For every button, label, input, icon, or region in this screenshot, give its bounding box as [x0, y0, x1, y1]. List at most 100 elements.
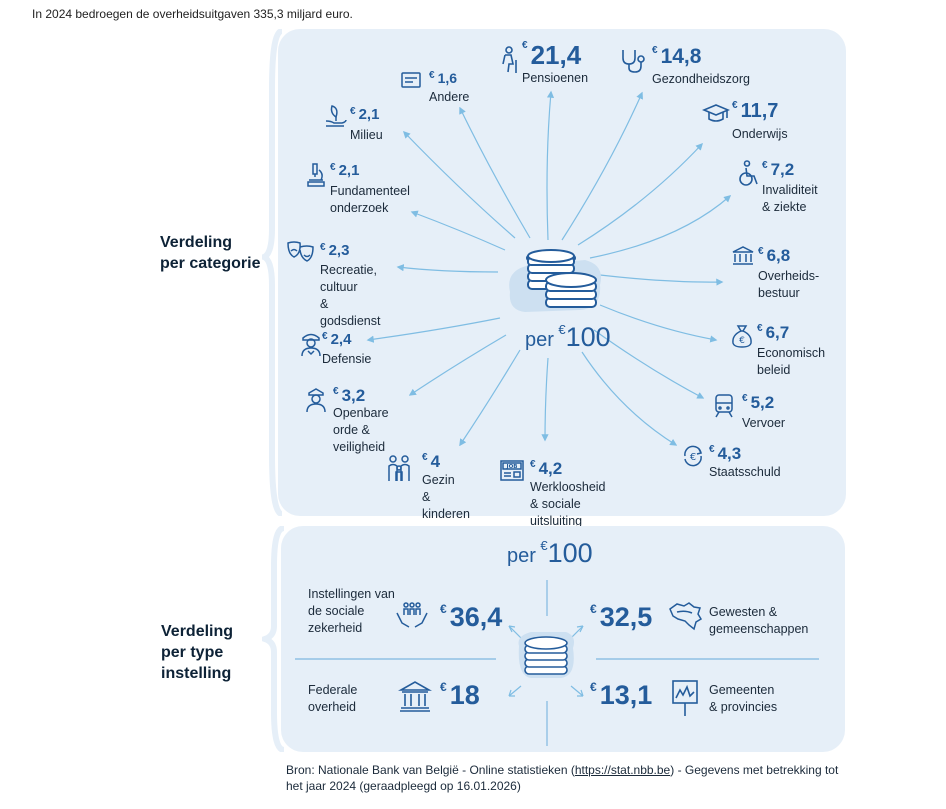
- value-text: 32,5: [599, 602, 653, 632]
- euro-symbol: €: [440, 680, 447, 694]
- arrow-onderzoek: [410, 210, 506, 251]
- category-section-title: Verdeling per categorie: [160, 232, 260, 274]
- category-value: €2,1: [350, 106, 379, 123]
- value-text: 14,8: [660, 45, 702, 68]
- intro-text: In 2024 bedroegen de overheidsuitgaven 3…: [32, 7, 353, 21]
- euro-symbol: €: [429, 70, 435, 81]
- signboard-icon: [672, 680, 698, 716]
- euro-symbol: €: [590, 680, 597, 694]
- microscope-icon: [307, 163, 325, 187]
- institution-label-gemeenten: Gemeenten & provincies: [709, 683, 778, 714]
- arrow-defensie: [366, 317, 501, 343]
- belgium-map-icon: [669, 602, 703, 631]
- category-value: €6,7: [757, 323, 789, 343]
- arrow-economisch: [599, 304, 718, 343]
- institution-value-gemeenten: €13,1: [590, 680, 652, 711]
- institution-value: €18: [440, 680, 480, 711]
- institution-value-federale: €18: [440, 680, 480, 711]
- stethoscope-icon: [622, 50, 645, 73]
- arrow-recreatie: [396, 264, 499, 273]
- euro-symbol: €: [762, 160, 768, 171]
- category-label: Werkloosheid & sociale uitsluiting: [530, 480, 606, 528]
- elderly-icon: [502, 46, 517, 73]
- institution-value: €32,5: [590, 602, 652, 633]
- value-text: 4,2: [538, 459, 563, 478]
- arrow-milieu: [402, 130, 516, 239]
- job-newspaper-icon: JOB: [500, 460, 524, 481]
- category-brace: [262, 29, 283, 516]
- arrow-overheidsbestuur: [599, 274, 724, 286]
- euro-symbol: €: [758, 246, 764, 257]
- category-label: Andere: [429, 90, 470, 104]
- institution-title-line3: instelling: [161, 665, 232, 682]
- institution-center-per-100: per €100: [507, 538, 593, 569]
- institution-title-line1: Verdeling: [161, 623, 234, 640]
- category-value: €1,6: [429, 70, 457, 86]
- value-text: 2,3: [328, 242, 350, 259]
- institution-coin-stack-icon: [518, 632, 575, 678]
- euro-symbol: €: [757, 323, 763, 334]
- category-label: Gezondheidszorg: [652, 72, 750, 86]
- euro-symbol: €: [732, 100, 738, 111]
- value-text: 6,7: [765, 323, 790, 342]
- value-text: 4,3: [717, 444, 742, 463]
- category-value: €14,8: [652, 45, 701, 69]
- police-officer-icon: [306, 388, 326, 413]
- source-link[interactable]: https://stat.nbb.be: [574, 763, 671, 777]
- value-text: 2,1: [338, 162, 360, 179]
- category-label: Openbare orde & veiligheid: [333, 406, 389, 454]
- arrow-werkloosheid: [541, 357, 549, 442]
- euro-symbol: €: [333, 386, 339, 397]
- category-label: Onderwijs: [732, 127, 788, 141]
- source-suffix: ) - Gegevens met betrekking tot het jaar…: [286, 763, 839, 793]
- value-text: 2,4: [330, 331, 352, 348]
- category-value: €21,4: [522, 40, 581, 71]
- euro-symbol: €: [350, 106, 356, 117]
- plant-hand-icon: [325, 105, 347, 127]
- euro-symbol: €: [422, 452, 428, 463]
- category-value: €7,2: [762, 160, 794, 180]
- institution-value-sociale-zekerheid: €36,4: [440, 602, 502, 633]
- value-text: 18: [449, 680, 480, 710]
- coin-stack-icon: [509, 249, 601, 312]
- institution-section-title: Verdeling per type instelling: [161, 621, 233, 684]
- arrow-staatsschuld: [581, 351, 678, 446]
- euro-symbol: €: [322, 331, 328, 342]
- wheelchair-icon: [739, 160, 758, 186]
- category-value: €4,3: [709, 444, 741, 464]
- euro-cycle-icon: €: [684, 445, 703, 467]
- institution-value-gewesten: €32,5: [590, 602, 652, 633]
- category-label: Milieu: [350, 128, 383, 142]
- euro-symbol: €: [522, 40, 528, 51]
- institution-label-sociale-zekerheid: Instellingen van de sociale zekerheid: [308, 587, 395, 635]
- euro-symbol: €: [652, 45, 658, 56]
- arrow-openbare-orde: [408, 334, 507, 396]
- institution-amount: 100: [547, 538, 593, 568]
- train-icon: [715, 394, 733, 418]
- category-value: €4: [422, 452, 440, 472]
- institution-brace: [262, 526, 285, 752]
- category-label: Vervoer: [742, 416, 786, 430]
- institution-title-line2: per type: [161, 644, 224, 661]
- value-text: 7,2: [770, 160, 795, 179]
- theater-masks-icon: [287, 241, 314, 262]
- institution-label-federale: Federale overheid: [308, 683, 358, 714]
- value-text: 4: [430, 452, 441, 471]
- category-label: Fundamenteel onderzoek: [330, 184, 410, 215]
- euro-symbol: €: [709, 444, 715, 455]
- category-label: Staatsschuld: [709, 465, 781, 479]
- family-icon: [388, 455, 410, 481]
- svg-text:€: €: [739, 336, 745, 346]
- arrow-pensioenen: [546, 90, 555, 241]
- svg-text:€: €: [690, 452, 696, 463]
- value-text: 1,6: [437, 70, 458, 86]
- category-value: €3,2: [333, 386, 365, 406]
- center-euro-symbol: €: [558, 322, 566, 337]
- arrow-gezondheidszorg: [561, 91, 643, 241]
- category-label: Gezin & kinderen: [422, 473, 470, 521]
- euro-symbol: €: [440, 602, 447, 616]
- category-label: Defensie: [322, 352, 372, 366]
- euro-symbol: €: [530, 459, 536, 470]
- institution-per-label: per: [507, 545, 536, 567]
